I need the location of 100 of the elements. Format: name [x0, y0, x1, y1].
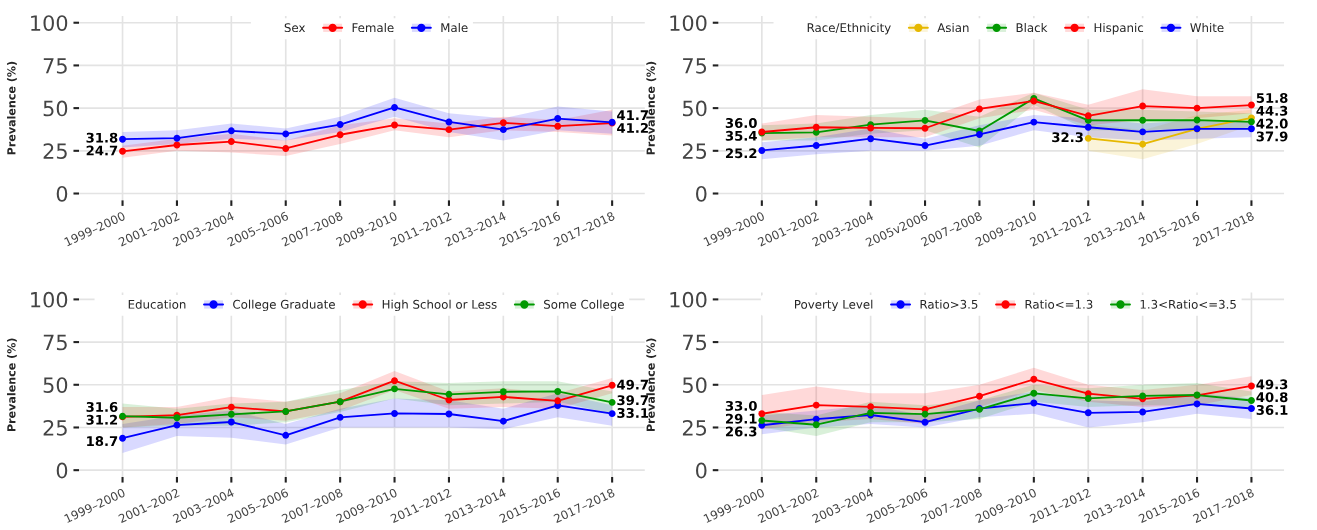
data-label: 51.8 [1256, 93, 1288, 103]
data-label: 31.6 [86, 401, 118, 412]
legend-label: Hispanic [1094, 22, 1144, 35]
y-tick-label: 100 [31, 15, 68, 31]
legend-label: White [1190, 22, 1224, 33]
data-label: 29.1 [725, 413, 757, 424]
point [1139, 116, 1147, 124]
y-tick-label: 50 [683, 100, 707, 117]
y-tick-label: 75 [43, 334, 67, 351]
data-label: 32.3 [1052, 132, 1083, 143]
point [336, 131, 344, 139]
y-axis-title: Prevalence (%) [646, 338, 657, 431]
data-label: 18.7 [87, 436, 118, 447]
point [336, 413, 344, 421]
legend-label: High School or Less [382, 299, 497, 312]
point [1030, 118, 1038, 126]
legend-title: Race/Ethnicity [807, 22, 891, 35]
point [608, 381, 616, 389]
point [391, 410, 399, 417]
point [1084, 394, 1092, 402]
point [1030, 375, 1038, 383]
y-axis-title: Prevalence (%) [6, 338, 17, 431]
point [391, 377, 399, 385]
legend-title: Education [128, 299, 186, 309]
legend-title: Sex [284, 23, 306, 33]
point [1247, 118, 1255, 126]
point [921, 418, 929, 426]
point [227, 127, 235, 135]
point [227, 403, 235, 411]
point [1139, 128, 1147, 136]
data-label: 41.7 [617, 110, 648, 120]
point [554, 122, 562, 130]
point [445, 126, 453, 134]
legend-label: Black [1016, 22, 1048, 33]
legend-label: 1.3<Ratio<=3.5 [1140, 299, 1236, 309]
point [336, 121, 344, 128]
data-label: 31.8 [86, 132, 118, 143]
data-label: 41.2 [617, 122, 648, 133]
point [867, 135, 875, 143]
point [119, 135, 127, 143]
y-tick-label: 25 [43, 143, 67, 160]
legend-label: Some College [544, 299, 624, 312]
point [1247, 125, 1255, 133]
point [758, 147, 766, 154]
y-tick-label: 25 [682, 143, 707, 160]
data-label: 49.7 [617, 379, 648, 390]
data-label: 25.2 [725, 148, 757, 159]
point [554, 397, 562, 405]
point [758, 417, 766, 424]
legend-label: College Graduate [233, 299, 335, 312]
point [1247, 101, 1255, 109]
point [119, 147, 127, 155]
y-tick-label: 100 [670, 291, 707, 308]
y-tick-label: 0 [56, 185, 68, 202]
point [1247, 405, 1255, 412]
data-label: 49.3 [1256, 379, 1288, 390]
legend-title: Poverty Level [795, 299, 873, 312]
point [282, 431, 290, 439]
point [921, 410, 929, 418]
point [1084, 409, 1092, 417]
point [391, 103, 399, 111]
point [554, 115, 562, 123]
point [391, 121, 399, 129]
data-label: 44.3 [1256, 105, 1288, 116]
y-tick-label: 100 [31, 291, 68, 308]
point [227, 138, 235, 146]
legend-label: Female [352, 22, 394, 33]
point [921, 116, 929, 124]
point [282, 130, 290, 138]
legend-label: Asian [937, 22, 969, 33]
point [499, 417, 507, 425]
point [1084, 112, 1092, 120]
point [1139, 140, 1147, 148]
data-label: 33.0 [725, 400, 757, 411]
point [1139, 102, 1147, 110]
data-label: 24.7 [86, 145, 118, 156]
point [812, 123, 820, 131]
y-axis-title: Prevalence (%) [646, 61, 657, 155]
point [812, 142, 820, 149]
legend-label: Male [441, 22, 468, 33]
point [554, 387, 562, 395]
y-axis-title: Prevalence (%) [6, 61, 17, 155]
y-tick-label: 50 [43, 100, 68, 117]
point [119, 434, 127, 442]
point [975, 392, 983, 400]
point [1247, 382, 1255, 390]
point [227, 410, 235, 418]
point [227, 418, 235, 426]
y-tick-label: 75 [683, 334, 707, 351]
point [173, 134, 181, 142]
point [758, 410, 766, 418]
point [499, 388, 507, 396]
point [499, 119, 507, 127]
point [1030, 399, 1038, 407]
data-label: 35.4 [725, 130, 757, 141]
legend-label: Ratio<=1.3 [1025, 299, 1093, 309]
point [1084, 123, 1092, 131]
point [975, 105, 983, 113]
y-tick-label: 25 [682, 419, 707, 436]
point [1247, 397, 1255, 404]
